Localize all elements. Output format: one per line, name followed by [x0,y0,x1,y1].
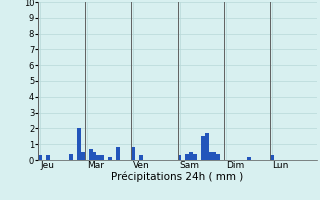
Bar [92,152,96,160]
X-axis label: Précipitations 24h ( mm ): Précipitations 24h ( mm ) [111,172,244,182]
Bar [38,155,42,160]
Bar [81,152,85,160]
Bar [178,155,181,160]
Bar [193,154,197,160]
Bar [89,149,92,160]
Bar [270,155,274,160]
Bar [209,152,212,160]
Bar [216,154,220,160]
Bar [247,157,251,160]
Bar [108,157,112,160]
Bar [96,155,100,160]
Bar [212,152,216,160]
Bar [100,155,104,160]
Bar [205,133,209,160]
Bar [189,152,193,160]
Bar [116,147,120,160]
Bar [77,128,81,160]
Bar [46,155,50,160]
Bar [201,136,205,160]
Bar [131,147,135,160]
Bar [185,154,189,160]
Bar [139,155,143,160]
Bar [69,154,73,160]
